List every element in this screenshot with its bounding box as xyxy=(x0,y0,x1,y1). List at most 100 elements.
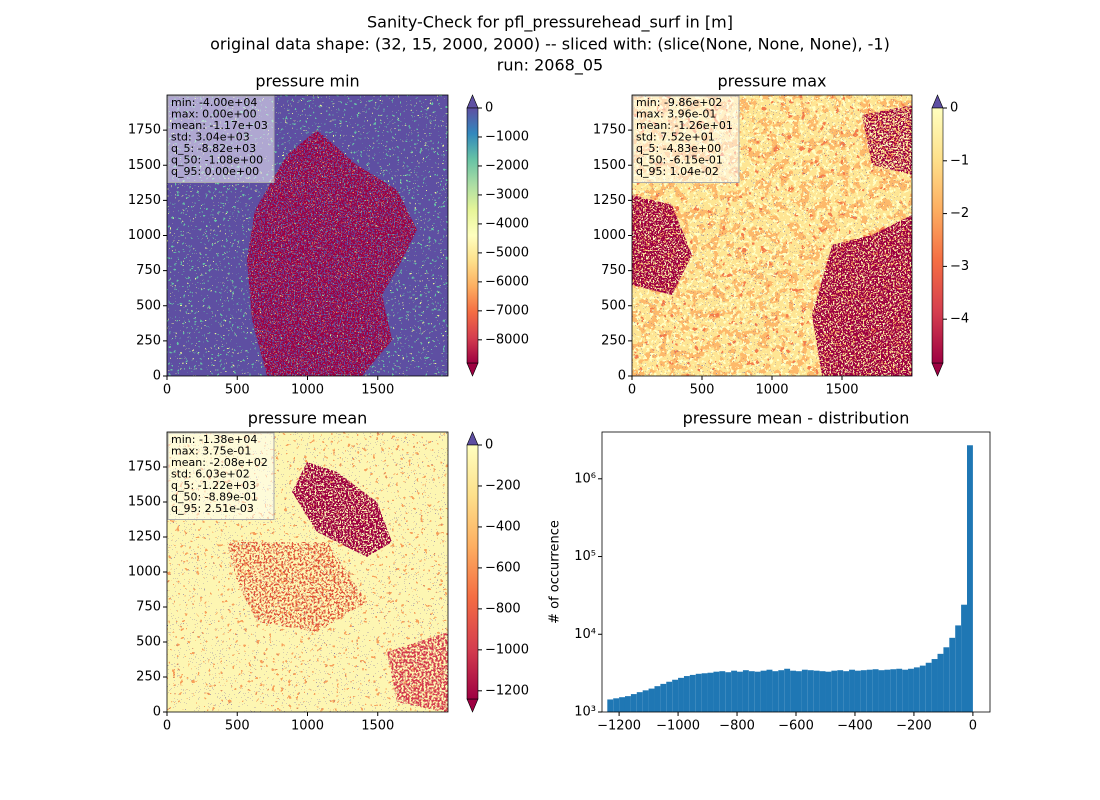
y-tick-label: 1000 xyxy=(128,565,161,580)
x-tick-label: 1000 xyxy=(291,383,324,398)
histogram-bar xyxy=(878,670,885,712)
y-tick-label: 1750 xyxy=(128,460,161,475)
histogram-bar xyxy=(607,699,614,712)
colorbar-tick-label: −2 xyxy=(950,206,969,221)
histogram-bar xyxy=(967,445,973,712)
colorbar-tick-label: −800 xyxy=(485,601,521,616)
histogram-bar xyxy=(772,671,779,712)
stats-line: min: -4.00e+04 xyxy=(171,96,257,109)
y-tick-label: 1250 xyxy=(128,530,161,545)
x-tick-label: 1500 xyxy=(361,383,394,398)
stats-line: min: -1.38e+04 xyxy=(171,433,257,446)
axes-frame xyxy=(166,431,449,713)
stats-box xyxy=(632,95,740,183)
colorbar-tick-label: −1200 xyxy=(485,683,529,698)
histogram-bar xyxy=(766,669,773,712)
histogram-bar xyxy=(630,694,637,712)
histogram-bar xyxy=(707,672,714,712)
colorbar-tick-label: 0 xyxy=(485,438,493,453)
colorbar-tick-label: −600 xyxy=(485,560,521,575)
histogram-bar xyxy=(737,671,743,712)
colorbar-extend xyxy=(931,362,944,377)
histogram-bar xyxy=(672,679,679,712)
histogram-bar xyxy=(843,671,850,712)
colorbar-tick-label: −1000 xyxy=(485,642,529,657)
colorbar-tick-label: −1 xyxy=(950,153,969,168)
y-tick-label: 10⁵ xyxy=(574,549,596,564)
histogram-bar xyxy=(683,676,690,712)
y-tick-label: 1750 xyxy=(128,123,161,138)
histogram-bar xyxy=(819,671,826,712)
histogram-bar xyxy=(748,671,755,712)
suptitle: run: 2068_05 xyxy=(497,56,603,76)
colorbar-tick-label: −3 xyxy=(950,259,969,274)
histogram-bar xyxy=(807,670,814,712)
colorbar-tick-label: −7000 xyxy=(485,303,529,318)
y-tick-label: 0 xyxy=(618,369,626,384)
histogram-bar xyxy=(943,647,950,712)
y-tick-label: 250 xyxy=(136,670,161,685)
stats-line: q_5: -8.82e+03 xyxy=(171,142,256,155)
axes-title: pressure mean - distribution xyxy=(683,409,910,428)
axes-frame xyxy=(601,431,991,713)
histogram-bar xyxy=(908,668,914,712)
y-tick-label: 250 xyxy=(136,333,161,348)
stats-line: q_5: -4.83e+00 xyxy=(636,142,721,155)
stats-line: mean: -2.08e+02 xyxy=(171,456,268,469)
x-tick-label: −200 xyxy=(896,719,932,734)
stats-line: q_95: 1.04e-02 xyxy=(636,165,719,178)
histogram-bar xyxy=(937,653,944,712)
y-tick-label: 10³ xyxy=(574,705,596,720)
x-tick-label: 1000 xyxy=(755,383,788,398)
colorbar-tick-label: −2000 xyxy=(485,158,529,173)
colorbar-tick-label: 0 xyxy=(485,101,493,116)
y-tick-label: 1500 xyxy=(128,495,161,510)
x-tick-label: 500 xyxy=(690,383,715,398)
y-tick-label: 10⁶ xyxy=(574,471,596,486)
histogram-bar xyxy=(801,669,808,712)
colorbar-tick-label: −5000 xyxy=(485,245,529,260)
stats-line: mean: -1.17e+03 xyxy=(171,119,268,132)
y-tick-label: 1000 xyxy=(593,228,626,243)
histogram-bar xyxy=(725,672,732,712)
stats-line: q_95: 0.00e+00 xyxy=(171,165,259,178)
colorbar xyxy=(931,107,944,364)
histogram-bar xyxy=(642,690,649,712)
histogram-bar xyxy=(931,659,938,712)
x-tick-label: −400 xyxy=(837,719,873,734)
colorbar-extend xyxy=(466,431,479,446)
histogram-bar xyxy=(654,686,661,712)
stats-box xyxy=(167,95,275,183)
colorbar-extend xyxy=(466,94,479,109)
axes-title: pressure mean xyxy=(248,409,368,428)
suptitle: Sanity-Check for pfl_pressurehead_surf i… xyxy=(367,13,733,33)
stats-line: max: 0.00e+00 xyxy=(171,108,257,121)
histogram-bar xyxy=(955,625,962,712)
stats-line: std: 7.52e+01 xyxy=(636,131,715,144)
histogram-bar xyxy=(760,670,767,712)
colorbar-tick-label: 0 xyxy=(950,101,958,116)
y-tick-label: 0 xyxy=(153,705,161,720)
histogram-bar xyxy=(866,669,873,712)
y-tick-label: 1500 xyxy=(128,158,161,173)
histogram-bar xyxy=(961,604,968,712)
colorbar xyxy=(466,107,479,364)
y-tick-label: 250 xyxy=(601,333,626,348)
histogram-bar xyxy=(837,670,844,712)
y-tick-label: 1750 xyxy=(593,123,626,138)
colorbar-tick-label: −4 xyxy=(950,312,969,327)
colorbar-extend xyxy=(466,362,479,377)
stats-line: q_50: -1.08e+00 xyxy=(171,154,263,167)
axes-title: pressure max xyxy=(717,72,826,91)
x-tick-label: 1500 xyxy=(825,383,858,398)
stats-box xyxy=(167,432,275,520)
stats-line: std: 6.03e+02 xyxy=(171,468,250,481)
x-tick-label: −1200 xyxy=(597,719,641,734)
colorbar-tick-label: −6000 xyxy=(485,274,529,289)
histogram-bar xyxy=(778,670,785,712)
y-tick-label: 500 xyxy=(136,298,161,313)
histogram-bar xyxy=(689,674,696,712)
x-tick-label: 0 xyxy=(163,719,171,734)
colorbar xyxy=(466,444,479,700)
